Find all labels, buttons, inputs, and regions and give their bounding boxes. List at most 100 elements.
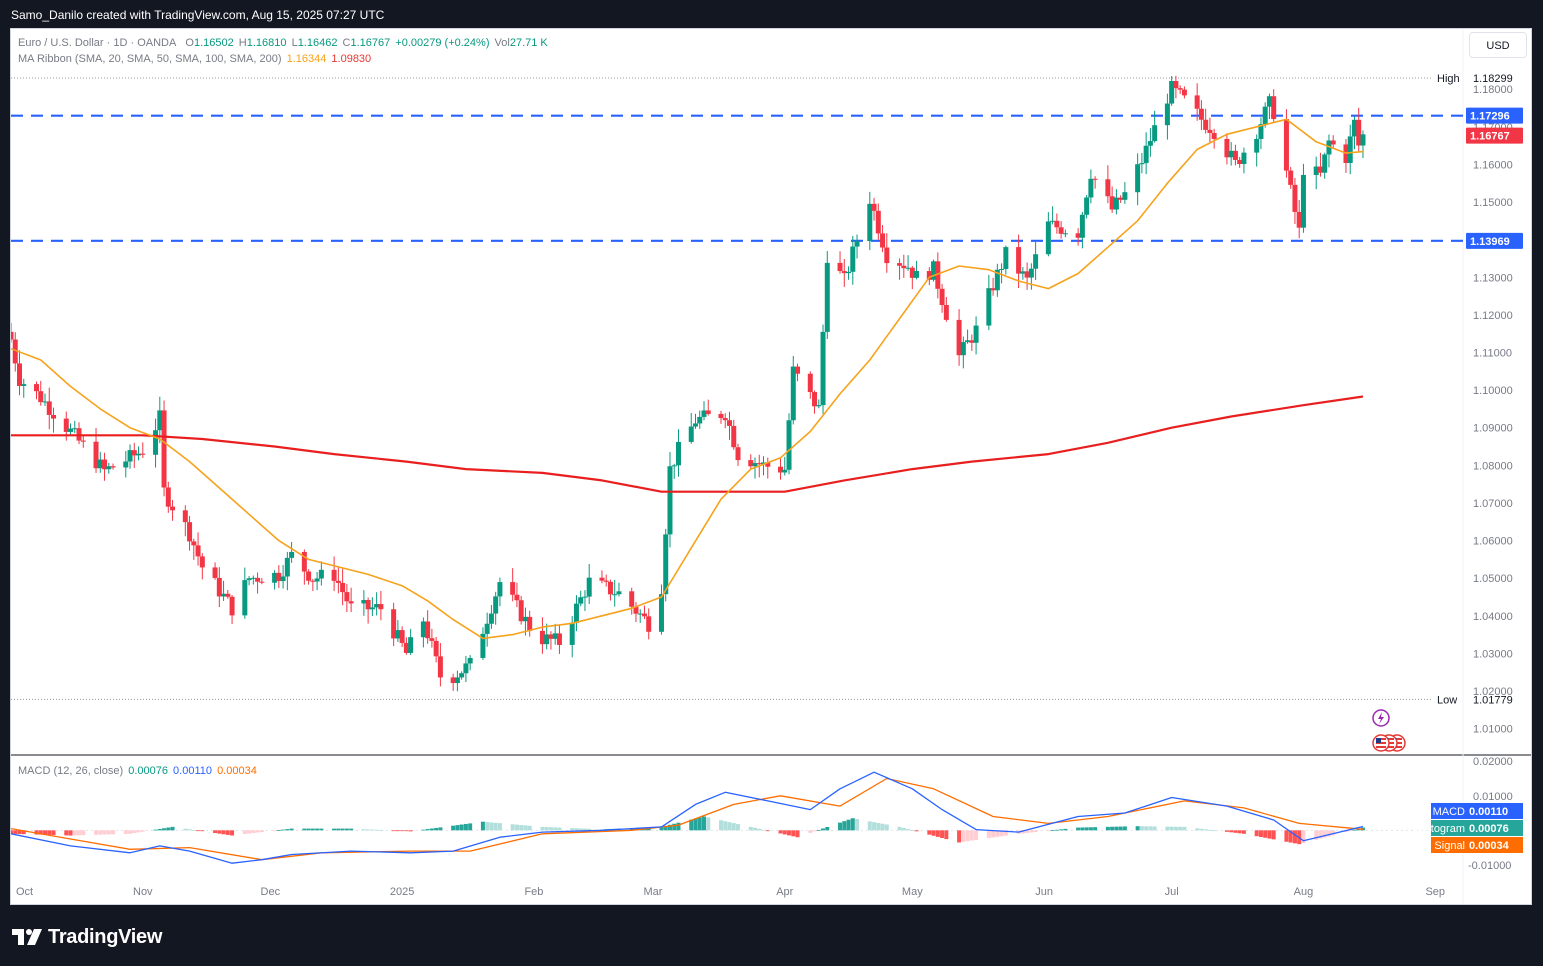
candle-body <box>905 267 911 269</box>
candle <box>782 456 788 476</box>
price-axis: 1.190001.180001.170001.160001.150001.140… <box>1473 47 1513 736</box>
histogram-bar <box>421 829 426 831</box>
candle <box>344 584 350 613</box>
candle-body <box>157 410 163 431</box>
candle-body <box>1228 150 1234 158</box>
ma-legend: MA Ribbon (SMA, 20, SMA, 50, SMA, 100, S… <box>18 53 373 65</box>
candle <box>225 590 231 599</box>
candle <box>990 277 996 296</box>
price-tick-label: 1.03000 <box>1473 648 1513 660</box>
candle-body <box>242 580 248 616</box>
histogram-bar <box>72 830 77 836</box>
candle-body <box>199 556 205 568</box>
candle-body <box>884 247 890 264</box>
histogram-bar <box>748 826 753 831</box>
candle <box>795 363 801 382</box>
candle <box>1181 86 1187 99</box>
candle <box>544 623 550 650</box>
histogram-bar <box>1263 830 1268 838</box>
chart-canvas[interactable]: 1.190001.180001.170001.160001.150001.140… <box>11 29 1532 905</box>
candle <box>905 255 911 271</box>
candle-body <box>1033 254 1039 269</box>
candle <box>199 553 205 580</box>
candle-body <box>1330 140 1336 145</box>
candle-body <box>837 262 843 272</box>
candle <box>272 570 278 590</box>
macd-tick-label: 0.01000 <box>1473 791 1513 803</box>
macd-tick-label: -0.01000 <box>1468 860 1511 872</box>
candle <box>926 267 932 286</box>
candle <box>463 655 469 683</box>
candle-body <box>641 613 647 617</box>
histogram-bar <box>21 830 26 835</box>
candle-body <box>1177 88 1183 90</box>
histogram-bar <box>106 830 111 835</box>
candle <box>960 336 966 369</box>
candle <box>340 568 346 606</box>
histogram-bar <box>183 828 188 831</box>
candle <box>556 624 562 654</box>
candle-body <box>586 577 592 597</box>
candle-body <box>1118 197 1124 200</box>
histogram-bar <box>1178 826 1183 831</box>
candle-body <box>897 263 903 266</box>
tradingview-logo[interactable]: TradingView <box>12 925 162 949</box>
candle <box>182 505 188 537</box>
candle-body <box>1360 134 1366 146</box>
macd-label: MACD (12, 26, close) <box>18 765 124 777</box>
candle-body <box>522 616 528 622</box>
candle <box>931 259 937 282</box>
candle-body <box>93 441 99 469</box>
candle <box>127 444 133 469</box>
histogram-bar <box>1348 830 1353 832</box>
macd-tag-label: MACD <box>1433 806 1465 818</box>
candle-body <box>965 340 971 343</box>
candle <box>391 602 397 647</box>
candle-body <box>790 366 796 421</box>
histogram-bar <box>672 823 677 831</box>
candle-body <box>187 522 193 542</box>
histogram-bar <box>1025 830 1030 833</box>
candle <box>510 568 516 602</box>
chart-frame[interactable]: 1.190001.180001.170001.160001.150001.140… <box>10 28 1532 905</box>
candle-body <box>1211 133 1217 139</box>
histogram-bar <box>344 828 349 831</box>
histogram-bar <box>553 827 558 831</box>
time-tick-label: Nov <box>133 886 153 898</box>
candle-body <box>301 551 307 572</box>
price-tick-label: 1.04000 <box>1473 611 1513 623</box>
candle-body <box>1024 271 1030 278</box>
candle <box>935 252 941 299</box>
candle-body <box>1113 197 1119 210</box>
candle <box>1313 156 1319 190</box>
histogram-bar <box>378 829 383 831</box>
candle-body <box>616 591 622 595</box>
flag-canton <box>1376 738 1381 743</box>
candle-body <box>310 580 316 582</box>
candle <box>1084 195 1090 219</box>
currency-button[interactable]: USD <box>1469 32 1527 58</box>
histogram-bar <box>935 830 940 837</box>
histogram-bar <box>170 826 175 831</box>
candle-body <box>658 594 664 632</box>
histogram-bar <box>191 829 196 831</box>
candle <box>552 623 558 645</box>
histogram-bar <box>1165 826 1170 831</box>
signal-tag-label: Signal <box>1434 840 1465 852</box>
histogram-bar <box>319 828 324 831</box>
histogram-bar <box>540 826 545 831</box>
candle <box>1113 189 1119 215</box>
time-tick-label: Sep <box>1425 886 1445 898</box>
candle-body <box>816 405 822 407</box>
candle <box>871 197 877 221</box>
candle-body <box>17 363 23 386</box>
candle <box>1360 130 1366 159</box>
macd-tag-bg <box>1431 803 1523 819</box>
histogram-bar <box>425 829 430 831</box>
sma20-line <box>11 118 1364 640</box>
candle <box>1326 134 1332 168</box>
histogram-bar <box>782 830 787 835</box>
price-tick-label: 1.07000 <box>1473 498 1513 510</box>
histogram-bar <box>1326 830 1331 837</box>
candle <box>807 371 813 399</box>
